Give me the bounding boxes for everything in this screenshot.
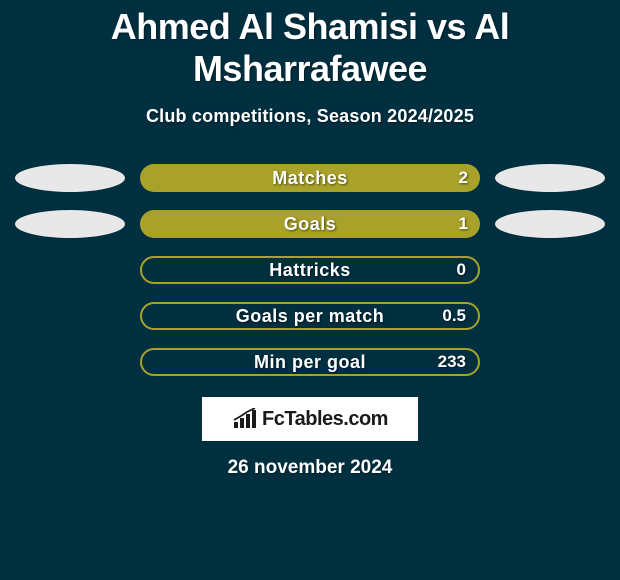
stat-value-right: 2	[459, 168, 468, 188]
stat-value-right: 0	[457, 260, 466, 280]
date-text: 26 november 2024	[0, 457, 620, 479]
stat-row: Goals per match 0.5	[0, 293, 620, 339]
logo: FcTables.com	[202, 397, 418, 441]
stat-rows: Matches 2 Goals 1 Hattricks 0 Goals per …	[0, 155, 620, 385]
subtitle: Club competitions, Season 2024/2025	[0, 106, 620, 127]
stat-value-right: 0.5	[442, 306, 466, 326]
stat-bar: Hattricks 0	[140, 256, 480, 284]
left-ellipse	[15, 210, 125, 238]
stat-label: Goals	[284, 214, 337, 235]
stat-value-right: 233	[438, 352, 466, 372]
stat-label: Goals per match	[236, 306, 385, 327]
stat-row: Goals 1	[0, 201, 620, 247]
stat-bar: Goals 1	[140, 210, 480, 238]
stat-bar: Goals per match 0.5	[140, 302, 480, 330]
stat-label: Hattricks	[269, 260, 351, 281]
left-ellipse	[15, 164, 125, 192]
stat-row: Min per goal 233	[0, 339, 620, 385]
stat-value-right: 1	[459, 214, 468, 234]
stat-label: Min per goal	[254, 352, 366, 373]
stat-bar: Min per goal 233	[140, 348, 480, 376]
right-ellipse	[495, 164, 605, 192]
stat-bar: Matches 2	[140, 164, 480, 192]
logo-text: FcTables.com	[262, 408, 388, 431]
stat-row: Matches 2	[0, 155, 620, 201]
stat-row: Hattricks 0	[0, 247, 620, 293]
chart-icon	[232, 408, 258, 430]
page-title: Ahmed Al Shamisi vs Al Msharrafawee	[0, 0, 620, 90]
stat-label: Matches	[272, 168, 348, 189]
right-ellipse	[495, 210, 605, 238]
